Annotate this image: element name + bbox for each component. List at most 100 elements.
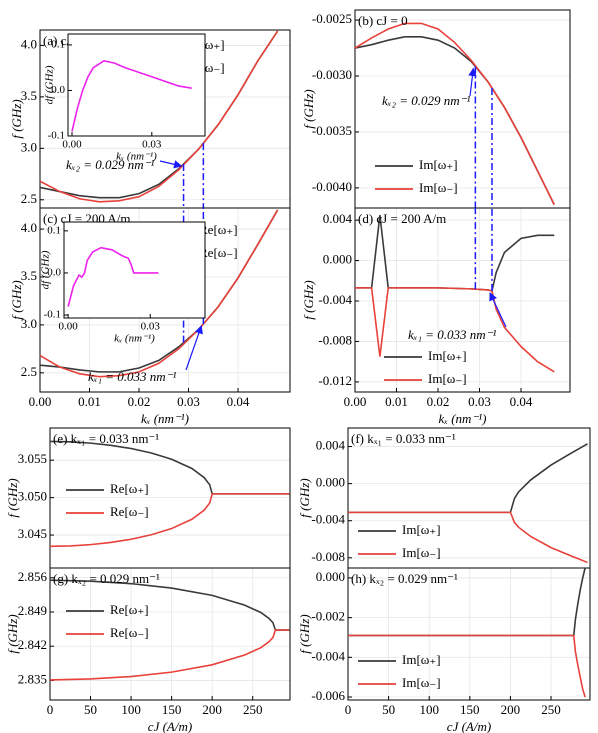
legend-label: Re[ω₊] bbox=[199, 222, 238, 237]
x-tick-label: 0.02 bbox=[128, 394, 151, 409]
data-line bbox=[71, 60, 192, 132]
y-tick-label: 2.5 bbox=[21, 364, 37, 379]
x-tick-label: 0.00 bbox=[58, 321, 78, 333]
y-tick-label: 0.000 bbox=[323, 252, 352, 267]
legend-label: Re[ω₊] bbox=[110, 602, 149, 617]
y-tick-label: -0.1 bbox=[48, 130, 65, 142]
data-line bbox=[49, 629, 290, 681]
x-tick-label: 0.03 bbox=[141, 321, 161, 333]
data-line bbox=[355, 287, 555, 373]
legend-label: Re[ω₋] bbox=[110, 625, 149, 640]
plot-frame bbox=[39, 207, 291, 393]
y-tick-label: -0.004 bbox=[318, 292, 352, 307]
panel-label: (e) kₓ₁ = 0.033 nm⁻¹ bbox=[53, 431, 159, 446]
x-tick-label: 250 bbox=[243, 702, 263, 717]
y-tick-label: -0.004 bbox=[311, 648, 345, 663]
y-tick-label: 3.055 bbox=[18, 451, 47, 466]
y-tick-label: 3.050 bbox=[18, 489, 47, 504]
x-tick-label: 0.03 bbox=[468, 394, 491, 409]
legend-label: Im[ω₋] bbox=[402, 545, 441, 560]
legend-label: Re[ω₊] bbox=[110, 481, 149, 496]
x-tick-label: 0 bbox=[345, 702, 352, 717]
panel-label: (h) kₓ₂ = 0.029 nm⁻¹ bbox=[351, 571, 458, 586]
y-tick-label: 2.849 bbox=[18, 603, 47, 618]
annotation-arrow bbox=[185, 325, 203, 371]
y-axis-label: f (GHz) bbox=[9, 99, 24, 138]
y-tick-label: 3.5 bbox=[21, 268, 37, 283]
x-tick-label: 0.01 bbox=[385, 394, 408, 409]
panel-label: (b) cJ = 0 bbox=[358, 13, 408, 28]
y-tick-label: 0.1 bbox=[47, 224, 61, 236]
y-axis-label: df (GHz) bbox=[40, 250, 52, 289]
y-tick-label: -0.0035 bbox=[312, 123, 352, 138]
y-tick-label: -0.0040 bbox=[312, 179, 352, 194]
y-tick-label: 0.0 bbox=[51, 84, 65, 96]
legend-label: Im[ω₋] bbox=[402, 675, 441, 690]
y-tick-label: 0.004 bbox=[316, 438, 346, 453]
y-tick-label: -0.008 bbox=[318, 332, 352, 347]
annotation-arrow bbox=[159, 160, 183, 169]
legend-label: Re[ω₋] bbox=[199, 245, 238, 260]
x-tick-label: 0.02 bbox=[427, 394, 450, 409]
panel-label: (f) kₓ₁ = 0.033 nm⁻¹ bbox=[351, 431, 456, 446]
x-tick-label: 200 bbox=[501, 702, 521, 717]
x-tick-label: 100 bbox=[419, 702, 439, 717]
y-axis-label: df (GHz) bbox=[44, 65, 56, 104]
annotation: kₓ₂ = 0.029 nm⁻¹ bbox=[382, 93, 471, 108]
x-tick-label: 0 bbox=[47, 702, 54, 717]
y-axis-label: f (GHz) bbox=[301, 89, 316, 128]
y-tick-label: 2.856 bbox=[18, 569, 48, 584]
data-line bbox=[348, 634, 586, 698]
legend-label: Im[ω₊] bbox=[402, 522, 441, 537]
x-tick-label: 0.00 bbox=[62, 139, 82, 151]
y-tick-label: -0.0030 bbox=[312, 67, 352, 82]
x-tick-label: 100 bbox=[121, 702, 141, 717]
x-tick-label: 50 bbox=[84, 702, 97, 717]
data-line bbox=[348, 511, 588, 564]
x-tick-label: 0.04 bbox=[510, 394, 533, 409]
x-axis-label: kₓ (nm⁻¹) bbox=[116, 151, 157, 163]
x-tick-label: 50 bbox=[382, 702, 395, 717]
y-tick-label: 2.5 bbox=[21, 191, 37, 206]
y-tick-label: 4.0 bbox=[21, 36, 37, 51]
data-line bbox=[49, 493, 290, 548]
y-axis-label: f (GHz) bbox=[9, 280, 24, 319]
y-tick-label: 4.0 bbox=[21, 220, 37, 235]
annotation-arrow bbox=[489, 292, 507, 328]
y-axis-label: f (GHz) bbox=[297, 614, 312, 653]
y-tick-label: 2.842 bbox=[18, 637, 47, 652]
legend-label: Re[ω₋] bbox=[110, 504, 149, 519]
y-tick-label: 3.5 bbox=[21, 88, 37, 103]
y-tick-label: 3.0 bbox=[21, 316, 37, 331]
y-tick-label: -0.1 bbox=[44, 309, 61, 321]
plot-frame bbox=[347, 567, 591, 701]
x-tick-label: 250 bbox=[541, 702, 561, 717]
data-line bbox=[39, 30, 279, 203]
y-tick-label: 0.1 bbox=[51, 38, 65, 50]
annotation: kₓ₂ = 0.029 nm⁻¹ bbox=[66, 157, 155, 172]
x-axis-label: cJ (A/m) bbox=[148, 719, 192, 733]
legend-label: Im[ω₊] bbox=[402, 652, 441, 667]
y-tick-label: -0.008 bbox=[311, 549, 345, 564]
y-tick-label: -0.002 bbox=[311, 609, 345, 624]
y-tick-label: 0.000 bbox=[316, 569, 345, 584]
annotation: kₓ₁ = 0.033 nm⁻¹ bbox=[88, 369, 177, 384]
y-tick-label: 0.000 bbox=[316, 475, 345, 490]
x-tick-label: 0.00 bbox=[29, 394, 52, 409]
legend-label: Im[ω₊] bbox=[428, 348, 467, 363]
x-axis-label: kₓ (nm⁻¹) bbox=[141, 411, 189, 426]
x-tick-label: 0.03 bbox=[177, 394, 200, 409]
inset-background bbox=[68, 34, 205, 136]
x-tick-label: 150 bbox=[162, 702, 182, 717]
x-axis-label: kₓ (nm⁻¹) bbox=[438, 411, 486, 426]
x-tick-label: 150 bbox=[460, 702, 480, 717]
x-tick-label: 0.00 bbox=[344, 394, 367, 409]
x-axis-label: kₓ (nm⁻¹) bbox=[114, 333, 155, 345]
y-axis-label: f (GHz) bbox=[297, 478, 312, 517]
plot-frame bbox=[67, 33, 206, 137]
annotation: kₓ₁ = 0.033 nm⁻¹ bbox=[408, 327, 497, 342]
data-line bbox=[354, 22, 555, 205]
y-tick-label: 0.0 bbox=[47, 266, 61, 278]
y-axis-label: f (GHz) bbox=[5, 478, 20, 517]
